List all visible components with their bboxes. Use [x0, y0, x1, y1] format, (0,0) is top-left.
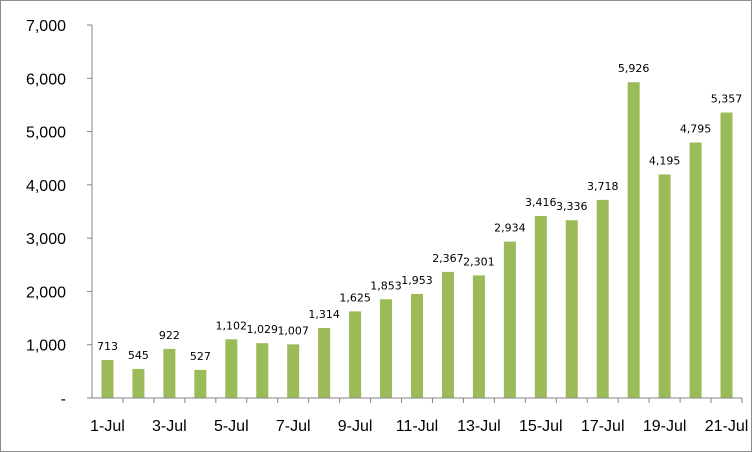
data-label: 4,795: [680, 122, 712, 135]
x-tick-label: 7-Jul: [276, 418, 311, 435]
data-label: 527: [190, 350, 211, 363]
bar: [627, 82, 640, 399]
x-tick-label: 15-Jul: [519, 418, 563, 435]
y-tick-label: 6,000: [26, 71, 66, 88]
x-tick-label: 21-Jul: [705, 418, 749, 435]
x-tick-label: 17-Jul: [581, 418, 625, 435]
data-label: 1,953: [401, 274, 433, 287]
data-label: 1,314: [308, 308, 340, 321]
data-label: 1,029: [246, 323, 278, 336]
data-label: 2,934: [494, 222, 526, 235]
x-tick-label: 9-Jul: [338, 418, 373, 435]
bar: [565, 220, 578, 398]
bar: [503, 241, 516, 398]
y-axis: - 1,000 2,000 3,000 4,000 5,000 6,000 7,000: [26, 18, 93, 408]
bar: [441, 271, 454, 398]
x-tick-label: 19-Jul: [643, 418, 687, 435]
data-label: 922: [159, 329, 180, 342]
y-tick-label: 7,000: [26, 18, 66, 35]
bar: [225, 339, 238, 398]
y-tick-label: 4,000: [26, 178, 66, 195]
bar: [256, 343, 269, 398]
y-tick-label: 5,000: [26, 125, 66, 142]
data-label: 1,007: [277, 324, 309, 337]
x-tick-label: 13-Jul: [457, 418, 501, 435]
bar: [163, 348, 176, 398]
data-label: 5,357: [711, 93, 743, 106]
data-label: 3,416: [525, 196, 557, 209]
data-label: 1,625: [339, 291, 371, 304]
data-label: 2,301: [463, 255, 495, 268]
bar: [318, 327, 331, 398]
bar: [101, 360, 114, 398]
bar: [349, 311, 362, 398]
x-tick-label: 1-Jul: [90, 418, 125, 435]
bar: [534, 215, 547, 398]
data-label: 4,195: [649, 154, 681, 167]
bar: [720, 112, 733, 398]
data-label: 545: [128, 349, 149, 362]
data-label: 1,853: [370, 279, 402, 292]
x-tick-label: 11-Jul: [396, 418, 438, 435]
x-axis: 1-Jul 3-Jul 5-Jul 7-Jul 9-Jul 11-Jul 13-Jul 15-…: [90, 397, 749, 435]
y-tick-label: -: [61, 391, 66, 408]
bar: [287, 344, 300, 398]
bar: [194, 369, 207, 398]
bar: [380, 299, 393, 398]
bar: [596, 199, 609, 398]
y-tick-label: 2,000: [26, 284, 66, 301]
x-tick-label: 3-Jul: [152, 418, 187, 435]
y-tick-label: 1,000: [26, 338, 66, 355]
bar: [689, 142, 702, 398]
bar: [411, 293, 423, 398]
data-label: 2,367: [432, 252, 464, 265]
x-tick-label: 5-Jul: [214, 418, 249, 435]
bar: [658, 174, 671, 398]
data-label: 3,718: [587, 180, 619, 193]
data-label: 713: [97, 340, 118, 353]
data-label: 5,926: [618, 62, 650, 75]
bar: [132, 368, 145, 398]
data-label: 3,336: [556, 200, 588, 213]
data-label: 1,102: [216, 319, 248, 332]
bar: [472, 275, 485, 398]
bars: 713 545 922 527 1,102 1,029 1,007 1,314 1,6251,8…: [97, 62, 743, 399]
y-tick-label: 3,000: [26, 231, 66, 248]
